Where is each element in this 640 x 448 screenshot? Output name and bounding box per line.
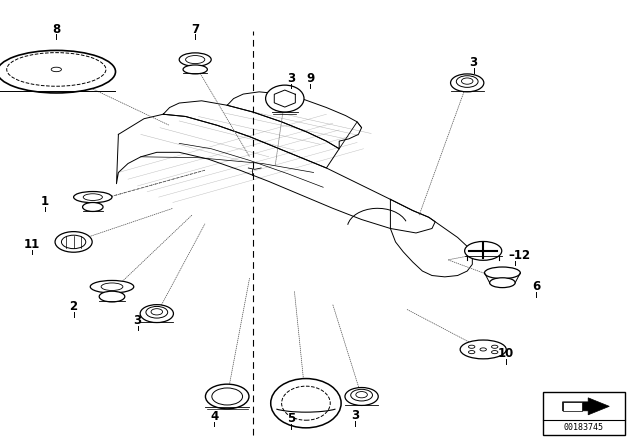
Ellipse shape	[492, 345, 498, 349]
Text: 4: 4	[211, 410, 218, 423]
Text: 6: 6	[532, 280, 540, 293]
Ellipse shape	[456, 76, 478, 87]
Ellipse shape	[205, 384, 249, 409]
Ellipse shape	[74, 192, 112, 202]
Ellipse shape	[151, 309, 163, 315]
Ellipse shape	[465, 241, 502, 260]
Ellipse shape	[183, 65, 207, 74]
Text: 3: 3	[134, 314, 141, 327]
Text: 00183745: 00183745	[564, 423, 604, 432]
Ellipse shape	[140, 305, 173, 323]
Text: 7: 7	[191, 22, 199, 36]
Text: 1: 1	[41, 195, 49, 208]
Polygon shape	[563, 398, 609, 415]
Ellipse shape	[461, 78, 473, 84]
Ellipse shape	[468, 350, 475, 354]
Circle shape	[271, 379, 341, 428]
Ellipse shape	[468, 345, 475, 349]
Text: 3: 3	[287, 72, 295, 85]
Ellipse shape	[451, 74, 484, 92]
Ellipse shape	[492, 350, 498, 354]
Ellipse shape	[480, 348, 486, 351]
Ellipse shape	[101, 283, 123, 290]
Text: 3: 3	[351, 409, 359, 422]
Ellipse shape	[460, 340, 506, 359]
Ellipse shape	[0, 51, 115, 93]
Ellipse shape	[61, 235, 86, 249]
Ellipse shape	[179, 53, 211, 66]
Ellipse shape	[490, 278, 515, 288]
Ellipse shape	[356, 392, 367, 398]
Ellipse shape	[83, 194, 102, 201]
Ellipse shape	[186, 56, 205, 64]
Ellipse shape	[90, 280, 134, 293]
Ellipse shape	[83, 202, 103, 211]
Ellipse shape	[6, 52, 106, 86]
Text: –12: –12	[509, 249, 531, 262]
Ellipse shape	[146, 306, 168, 318]
Ellipse shape	[55, 232, 92, 252]
Ellipse shape	[484, 267, 520, 279]
Circle shape	[282, 386, 330, 420]
Ellipse shape	[351, 389, 372, 401]
Text: 8: 8	[52, 22, 60, 36]
Ellipse shape	[212, 388, 243, 405]
Ellipse shape	[51, 67, 61, 72]
Text: 10: 10	[497, 347, 514, 361]
Text: 9: 9	[307, 72, 314, 85]
Ellipse shape	[345, 388, 378, 405]
FancyBboxPatch shape	[543, 392, 625, 435]
Circle shape	[266, 85, 304, 112]
Ellipse shape	[99, 291, 125, 302]
Text: 3: 3	[470, 56, 477, 69]
Polygon shape	[563, 402, 582, 411]
Text: 2: 2	[70, 300, 77, 314]
Text: 5: 5	[287, 412, 295, 426]
Text: 11: 11	[24, 237, 40, 251]
